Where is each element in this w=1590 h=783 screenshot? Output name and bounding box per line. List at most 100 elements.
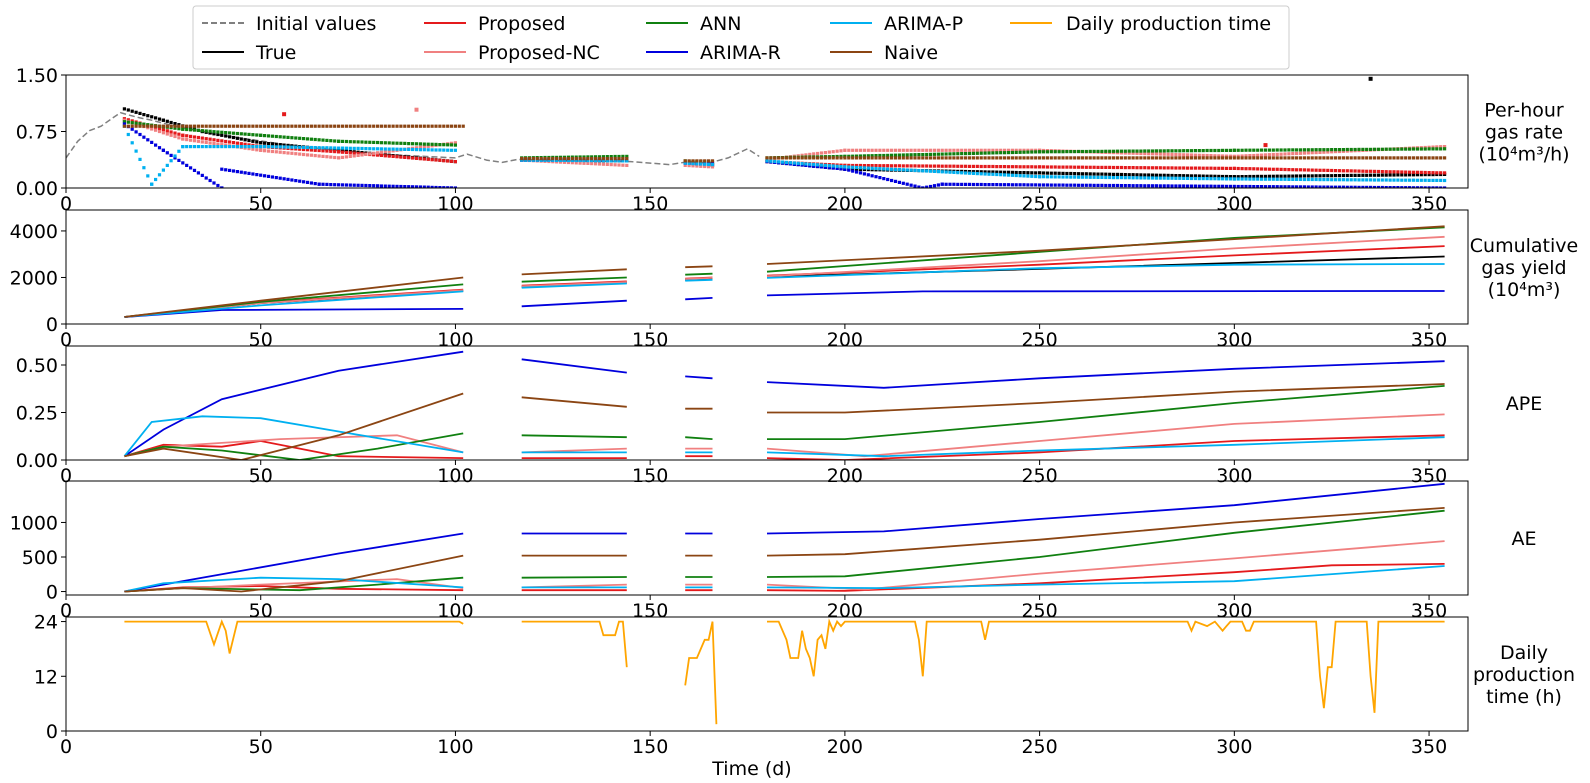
data-point-proposed [228,140,232,144]
data-point-arima-p [691,162,695,166]
data-point-proposed [1096,165,1100,169]
data-point-naive [383,124,387,128]
data-point-naive [586,157,590,161]
data-point-naive [956,156,960,160]
data-point-proposed [1014,165,1018,169]
data-point-true [1415,173,1419,177]
data-point-true [1123,173,1127,177]
data-point-arima-p [259,145,263,149]
data-point-true [1174,174,1178,178]
data-point-proposed [1244,167,1248,171]
data-point-ann [352,140,356,144]
data-point-ann [259,133,263,137]
data-point-true [1158,173,1162,177]
series-arima-r-cumulative [124,290,1445,318]
data-point-arima-p [956,171,960,175]
data-point-naive [816,156,820,160]
data-point-ann [586,155,590,159]
data-point-naive [870,156,874,160]
data-point-arima-r [1162,184,1166,188]
data-point-proposed [196,135,200,140]
data-point-proposed-nc [321,154,325,158]
data-point-proposed [874,164,878,168]
data-point-ann [1088,149,1092,153]
x-tick-label: 50 [249,329,273,351]
data-point-arima-r [235,170,239,174]
data-point-proposed [1034,165,1038,169]
data-point-arima-r [1388,186,1392,188]
data-point-arima-p [134,149,138,153]
x-tick-label: 300 [1216,193,1252,215]
data-point-arima-p [839,165,843,169]
series-naive-rate-points [122,124,1447,163]
data-point-proposed-nc [983,148,987,152]
data-point-proposed-nc [208,141,212,145]
data-point-naive [1365,156,1369,160]
data-point-proposed-nc [1240,154,1244,158]
data-point-proposed [189,134,193,138]
data-point-arima-p [224,145,228,149]
data-point-proposed [1209,166,1213,170]
data-point-proposed-nc [960,148,964,152]
data-point-arima-r [138,132,142,137]
data-point-proposed [453,160,457,164]
data-point-arima-p [1041,175,1046,179]
data-point-arima-r [286,177,290,181]
series-ann-rate-points [122,120,1447,164]
data-point-true [154,116,158,120]
data-point-arima-p [1057,175,1061,179]
data-point-proposed-nc [1139,151,1143,156]
data-point-proposed-nc [150,127,154,131]
data-point-proposed [1349,169,1353,173]
data-point-arima-r [1127,184,1131,188]
data-point-ann [325,138,329,142]
data-point-arima-r [944,182,948,186]
data-point-arima-p [1275,177,1279,181]
data-point-ann [1431,147,1435,151]
data-point-naive [376,124,380,128]
data-point-ann [1318,148,1322,152]
data-point-naive [893,156,898,160]
data-point-proposed-nc [1213,154,1217,158]
data-point-true [1271,174,1275,178]
data-point-arima-p [154,177,158,182]
data-point-arima-r [453,186,457,188]
data-point-proposed-nc [929,148,933,152]
data-point-ann [1131,149,1135,153]
data-point-ann [403,141,407,145]
data-point-arima-p [247,145,251,149]
data-point-arima-p [294,145,298,149]
data-point-arima-r [1135,184,1139,188]
panel-frame-cumulative [65,209,1469,325]
legend-label-arima-r: ARIMA-R [700,42,781,64]
data-point-naive [570,157,574,161]
data-point-true [1006,170,1011,174]
data-point-true [1240,175,1244,179]
data-point-ann [255,133,259,137]
data-point-arima-p [1022,174,1026,178]
data-point-true [1003,170,1007,174]
data-point-arima-r [407,185,411,188]
data-point-naive [1088,156,1092,160]
data-point-proposed [391,154,395,158]
data-point-naive [212,124,216,128]
data-point-arima-p [1236,177,1240,181]
data-point-proposed-nc [897,148,901,152]
data-point-true [1256,174,1260,178]
data-point-proposed [399,155,403,159]
data-point-proposed-nc [259,148,263,152]
data-point-arima-p [1069,175,1073,179]
data-point-naive [305,124,310,128]
data-point-proposed-nc [1022,148,1026,152]
data-point-ann [847,154,851,158]
data-point-naive [1337,156,1342,160]
data-point-proposed [909,164,913,168]
data-point-proposed [847,163,851,167]
data-point-arima-p [1166,176,1170,180]
data-point-arima-p [1240,177,1244,181]
data-point-ann [987,151,991,155]
data-point-arima-r [1224,184,1229,188]
data-point-naive [539,157,543,161]
data-point-proposed [1361,169,1365,173]
data-point-ann [126,120,130,124]
